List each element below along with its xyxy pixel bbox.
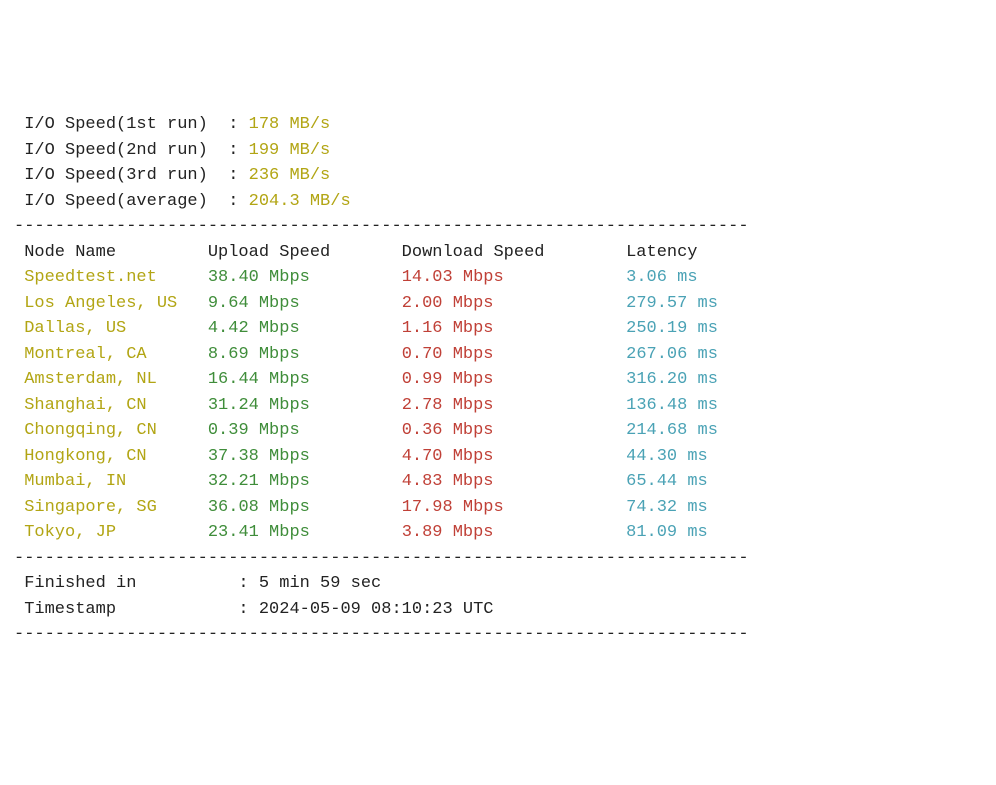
io-value-1: 199 MB/s bbox=[249, 141, 331, 160]
node-2: Dallas, US bbox=[24, 319, 208, 338]
latency-6: 214.68 ms bbox=[626, 421, 718, 440]
latency-7: 44.30 ms bbox=[626, 447, 708, 466]
node-1: Los Angeles, US bbox=[24, 294, 208, 313]
node-5: Shanghai, CN bbox=[24, 396, 208, 415]
node-4: Amsterdam, NL bbox=[24, 370, 208, 389]
io-label-3: I/O Speed(average) : bbox=[14, 192, 249, 211]
upload-5: 31.24 Mbps bbox=[208, 396, 402, 415]
latency-3: 267.06 ms bbox=[626, 345, 718, 364]
node-10: Tokyo, JP bbox=[24, 523, 208, 542]
upload-10: 23.41 Mbps bbox=[208, 523, 402, 542]
upload-3: 8.69 Mbps bbox=[208, 345, 402, 364]
io-value-0: 178 MB/s bbox=[249, 115, 331, 134]
download-7: 4.70 Mbps bbox=[402, 447, 626, 466]
upload-8: 32.21 Mbps bbox=[208, 472, 402, 491]
divider-1: ----------------------------------------… bbox=[14, 217, 749, 236]
io-value-3: 204.3 MB/s bbox=[249, 192, 351, 211]
latency-0: 3.06 ms bbox=[626, 268, 697, 287]
node-3: Montreal, CA bbox=[24, 345, 208, 364]
upload-0: 38.40 Mbps bbox=[208, 268, 402, 287]
node-8: Mumbai, IN bbox=[24, 472, 208, 491]
download-4: 0.99 Mbps bbox=[402, 370, 626, 389]
latency-9: 74.32 ms bbox=[626, 498, 708, 517]
upload-6: 0.39 Mbps bbox=[208, 421, 402, 440]
node-9: Singapore, SG bbox=[24, 498, 208, 517]
latency-10: 81.09 ms bbox=[626, 523, 708, 542]
upload-9: 36.08 Mbps bbox=[208, 498, 402, 517]
node-6: Chongqing, CN bbox=[24, 421, 208, 440]
download-10: 3.89 Mbps bbox=[402, 523, 626, 542]
download-9: 17.98 Mbps bbox=[402, 498, 626, 517]
latency-1: 279.57 ms bbox=[626, 294, 718, 313]
download-3: 0.70 Mbps bbox=[402, 345, 626, 364]
latency-8: 65.44 ms bbox=[626, 472, 708, 491]
footer-1: Timestamp : 2024-05-09 08:10:23 UTC bbox=[14, 600, 493, 619]
latency-2: 250.19 ms bbox=[626, 319, 718, 338]
io-label-0: I/O Speed(1st run) : bbox=[14, 115, 249, 134]
io-label-2: I/O Speed(3rd run) : bbox=[14, 166, 249, 185]
divider-2: ----------------------------------------… bbox=[14, 549, 749, 568]
download-2: 1.16 Mbps bbox=[402, 319, 626, 338]
download-6: 0.36 Mbps bbox=[402, 421, 626, 440]
io-label-1: I/O Speed(2nd run) : bbox=[14, 141, 249, 160]
table-header: Node Name Upload Speed Download Speed La… bbox=[14, 243, 698, 262]
upload-2: 4.42 Mbps bbox=[208, 319, 402, 338]
benchmark-output: I/O Speed(1st run) : 178 MB/s I/O Speed(… bbox=[14, 112, 982, 648]
upload-1: 9.64 Mbps bbox=[208, 294, 402, 313]
download-8: 4.83 Mbps bbox=[402, 472, 626, 491]
download-0: 14.03 Mbps bbox=[402, 268, 626, 287]
latency-5: 136.48 ms bbox=[626, 396, 718, 415]
io-value-2: 236 MB/s bbox=[249, 166, 331, 185]
node-0: Speedtest.net bbox=[24, 268, 208, 287]
download-5: 2.78 Mbps bbox=[402, 396, 626, 415]
node-7: Hongkong, CN bbox=[24, 447, 208, 466]
upload-4: 16.44 Mbps bbox=[208, 370, 402, 389]
latency-4: 316.20 ms bbox=[626, 370, 718, 389]
upload-7: 37.38 Mbps bbox=[208, 447, 402, 466]
divider-3: ----------------------------------------… bbox=[14, 625, 749, 644]
download-1: 2.00 Mbps bbox=[402, 294, 626, 313]
